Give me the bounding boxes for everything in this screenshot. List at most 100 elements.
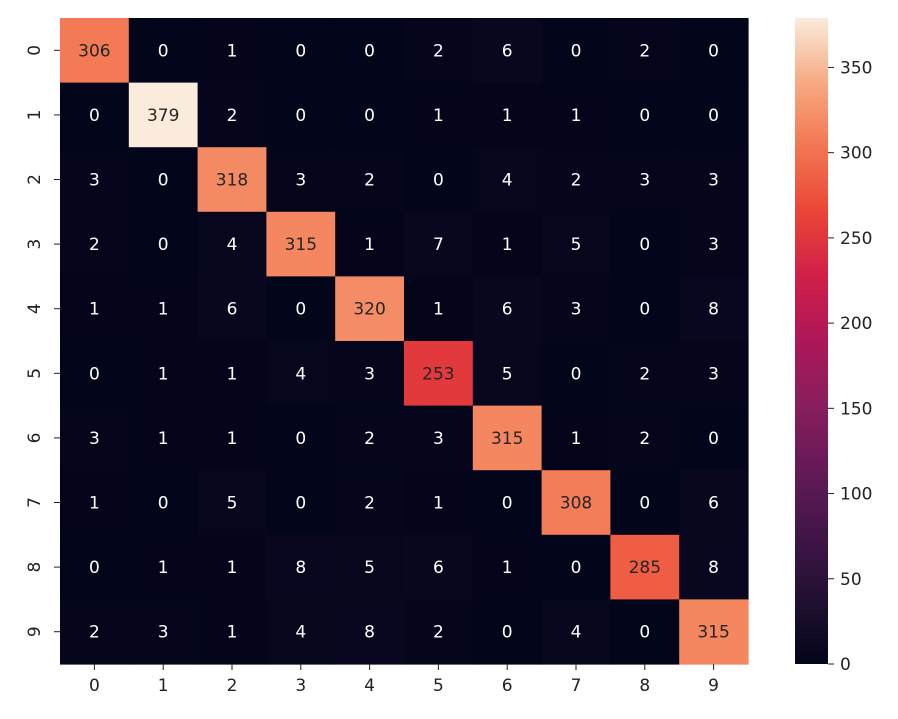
heatmap-cell [404,405,474,471]
heatmap-cell [197,276,267,342]
heatmap-cell [266,18,336,84]
x-tick-label: 3 [295,676,306,696]
y-tick-label: 1 [25,109,45,120]
y-tick-label: 6 [25,432,45,443]
cell-value-label: 2 [571,171,582,191]
cell-value-label: 6 [708,494,719,514]
cell-value-label: 306 [78,41,110,61]
cell-value-label: 0 [502,494,513,514]
cell-value-label: 2 [639,41,650,61]
heatmap-cell [197,82,267,148]
cell-value-label: 0 [89,558,100,578]
cell-value-label: 308 [560,494,592,514]
cell-value-label: 379 [147,106,179,126]
heatmap-cell [541,147,611,213]
heatmap-cell [610,534,680,600]
heatmap-cell [610,405,680,471]
cell-value-label: 320 [353,300,385,320]
heatmap-cell [197,18,267,84]
heatmap-cell [472,211,543,277]
y-tick-label: 0 [25,45,45,56]
cell-value-label: 1 [89,300,100,320]
cell-value-label: 253 [422,364,454,384]
heatmap-cell [472,82,543,148]
heatmap-cell [197,147,267,213]
cell-value-label: 1 [158,558,169,578]
heatmap-cell [266,211,336,277]
heatmap-cell [128,599,199,665]
heatmap-cell [679,276,749,342]
x-tick-label: 7 [571,676,582,696]
cell-value-label: 6 [433,558,444,578]
cell-value-label: 1 [502,106,513,126]
y-tick-label: 8 [25,562,45,573]
heatmap-cell [541,211,611,277]
cell-value-label: 1 [571,429,582,449]
cell-value-label: 0 [708,41,719,61]
colorbar-tick-label: 100 [840,485,872,505]
cell-value-label: 0 [639,494,650,514]
cell-value-label: 3 [89,429,100,449]
cell-value-label: 0 [89,364,100,384]
x-axis: 0 1 2 3 4 5 6 7 8 9 [89,664,719,696]
cell-value-label: 6 [502,41,513,61]
heatmap-annotations: 306 0 1 0 0 2 6 0 2 00 379 2 0 0 1 1 1 0 03 0 318 3 2 0 4 2 3 32 0 4 3… [78,41,730,642]
cell-value-label: 3 [708,171,719,191]
heatmap-cell [472,405,543,471]
y-tick-label: 5 [25,368,45,379]
cell-value-label: 2 [364,171,375,191]
heatmap-cell [404,276,474,342]
colorbar-tick-label: 200 [840,314,872,334]
cell-value-label: 285 [629,558,661,578]
colorbar-tick-label: 50 [840,570,862,590]
cell-value-label: 5 [502,364,513,384]
heatmap-cell [197,405,267,471]
heatmap-cell [610,147,680,213]
heatmap-cell [404,599,474,665]
heatmap-cell [541,276,611,342]
heatmap-cell [128,470,199,536]
cell-value-label: 3 [571,300,582,320]
cell-value-label: 0 [639,106,650,126]
heatmap-cell [197,534,267,600]
heatmap-cell [541,18,611,84]
y-tick-label: 4 [25,303,45,314]
heatmap-cell [335,18,405,84]
cell-value-label: 1 [364,235,375,255]
heatmap-cell [541,405,611,471]
heatmap-cell [404,147,474,213]
heatmap-cell [128,405,199,471]
x-tick-label: 1 [158,676,169,696]
heatmap-cell [60,276,130,342]
heatmap-cell [610,470,680,536]
heatmap-cell [472,470,543,536]
y-tick-label: 9 [25,626,45,637]
cell-value-label: 2 [364,429,375,449]
cell-value-label: 3 [639,171,650,191]
cell-value-label: 2 [639,429,650,449]
cell-value-label: 315 [697,623,729,643]
cell-value-label: 1 [158,300,169,320]
cell-value-label: 3 [708,364,719,384]
heatmap-cell [679,18,749,84]
heatmap-cell [541,534,611,600]
cell-value-label: 6 [502,300,513,320]
cell-value-label: 0 [639,235,650,255]
colorbar-tick-label: 0 [840,655,851,675]
cell-value-label: 0 [158,41,169,61]
cell-value-label: 2 [639,364,650,384]
cell-value-label: 3 [433,429,444,449]
x-tick-label: 9 [708,676,719,696]
cell-value-label: 0 [295,494,306,514]
y-tick-label: 7 [25,497,45,508]
heatmap-cell [472,18,543,84]
cell-value-label: 0 [295,41,306,61]
heatmap-cell [266,534,336,600]
heatmap-cell [197,341,267,407]
cell-value-label: 1 [227,41,238,61]
heatmap-cell [60,405,130,471]
cell-value-label: 0 [158,494,169,514]
cell-value-label: 0 [639,623,650,643]
heatmap-cell [472,534,543,600]
